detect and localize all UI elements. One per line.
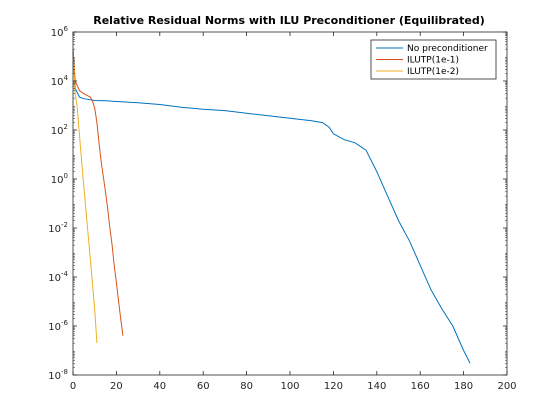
- legend-label-0: No preconditioner: [407, 44, 488, 54]
- legend-label-2: ILUTP(1e-2): [407, 67, 459, 77]
- y-tick-label: 10-6: [48, 319, 68, 333]
- y-tick-label: 106: [51, 25, 69, 39]
- y-tick-label: 102: [51, 123, 68, 137]
- x-tick-label: 200: [497, 381, 516, 392]
- x-tick-label: 80: [240, 381, 253, 392]
- y-tick-label: 10-4: [48, 270, 68, 284]
- y-tick-label: 104: [51, 74, 69, 88]
- y-tick-label: 10-2: [48, 221, 68, 235]
- y-tick-label: 100: [51, 172, 68, 186]
- x-tick-label: 180: [454, 381, 473, 392]
- y-tick-label: 10-8: [48, 368, 68, 382]
- plot-area: [73, 32, 507, 375]
- x-tick-label: 0: [70, 381, 76, 392]
- series-line-2: [72, 49, 98, 344]
- legend-label-1: ILUTP(1e-1): [407, 56, 459, 66]
- x-tick-label: 160: [411, 381, 430, 392]
- chart-title: Relative Residual Norms with ILU Precond…: [93, 14, 484, 27]
- series-line-0: [72, 49, 471, 364]
- x-tick-label: 20: [110, 381, 123, 392]
- x-tick-label: 60: [197, 381, 210, 392]
- x-tick-label: 40: [153, 381, 166, 392]
- x-tick-label: 120: [324, 381, 343, 392]
- series-line-1: [72, 49, 124, 336]
- x-tick-label: 100: [280, 381, 299, 392]
- x-tick-label: 140: [367, 381, 386, 392]
